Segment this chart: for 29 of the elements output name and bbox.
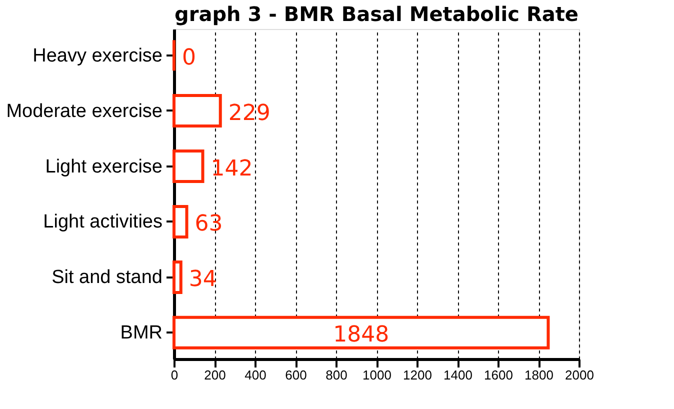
bar [172,204,188,238]
x-tick-label: 1600 [484,368,513,382]
chart-title: graph 3 - BMR Basal Metabolic Rate [174,2,578,26]
y-tick-label: Heavy exercise [32,45,162,66]
data-label: 34 [188,267,217,292]
x-tick-label: 2000 [565,368,594,382]
y-tick-label: BMR [120,322,162,344]
x-tick-label: 600 [285,368,307,382]
x-tick-label: 1000 [362,368,392,382]
x-tick-label: 1400 [444,368,472,382]
bar [172,94,222,128]
x-tick-label: 400 [244,368,266,382]
x-tick-label: 1800 [524,368,554,382]
x-tick-label: 200 [204,368,226,382]
y-tick-label: Moderate exercise [6,100,162,122]
y-tick-label: Light exercise [45,156,162,178]
data-label: 142 [210,156,253,182]
y-tick-label: Light activities [43,212,162,233]
y-tick-label: Sit and stand [52,267,162,288]
data-label: 63 [194,212,223,237]
x-tick-label: 800 [326,368,348,382]
x-tick-label: 0 [170,368,178,382]
bar [172,150,204,184]
x-tick-label: 1200 [403,368,432,382]
bar [172,260,182,294]
data-label: 1848 [333,322,390,348]
bar [172,316,550,350]
data-label: 0 [182,45,196,70]
data-label: 229 [228,100,270,126]
